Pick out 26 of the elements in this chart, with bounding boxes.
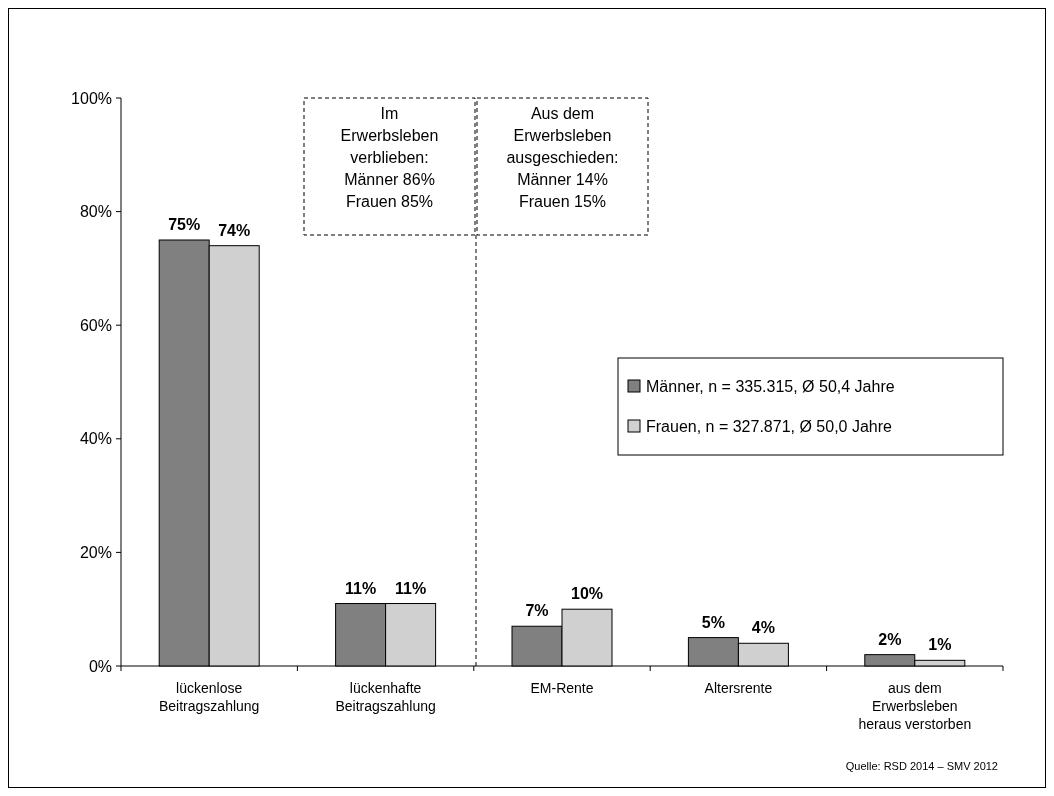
data-label: 4%	[751, 619, 775, 637]
y-tick-label: 0%	[88, 657, 112, 675]
data-label: 2%	[878, 630, 902, 648]
x-tick-label: Altersrente	[704, 680, 773, 696]
data-label: 75%	[168, 216, 201, 233]
data-label: 7%	[525, 602, 549, 620]
annotation: Aus dem Erwerbsleben ausgeschieden: Männer 14% Frauen 15%	[506, 105, 619, 210]
legend-label: Frauen, n = 327.871, Ø 50,0 Jahre	[646, 417, 893, 435]
annotation: Im Erwerbsleben verblieben: Männer 86% Frauen 85%	[340, 105, 439, 210]
data-label: 11%	[345, 579, 377, 597]
y-tick-label: 80%	[79, 203, 112, 221]
data-label: 11%	[395, 579, 427, 597]
y-tick-label: 20%	[79, 544, 112, 561]
x-tick-label: lückenlose Beitragszahlung	[159, 680, 260, 714]
source-note: Quelle: RSD 2014 – SMV 2012	[845, 760, 998, 772]
data-label: 74%	[218, 221, 251, 239]
x-tick-label: aus dem Erwerbsleben heraus verstorben	[858, 680, 972, 732]
data-label: 10%	[570, 585, 604, 603]
y-tick-label: 60%	[79, 316, 112, 334]
x-tick-label: EM-Rente	[530, 680, 594, 696]
data-label: 5%	[701, 613, 725, 631]
legend-label: Männer, n = 335.315, Ø 50,4 Jahre	[646, 377, 895, 395]
y-tick-label: 40%	[79, 430, 112, 448]
y-tick-label: 100%	[71, 89, 112, 107]
data-label: 1%	[928, 636, 952, 654]
x-tick-label: lückenhafte Beitragszahlung	[335, 680, 436, 714]
